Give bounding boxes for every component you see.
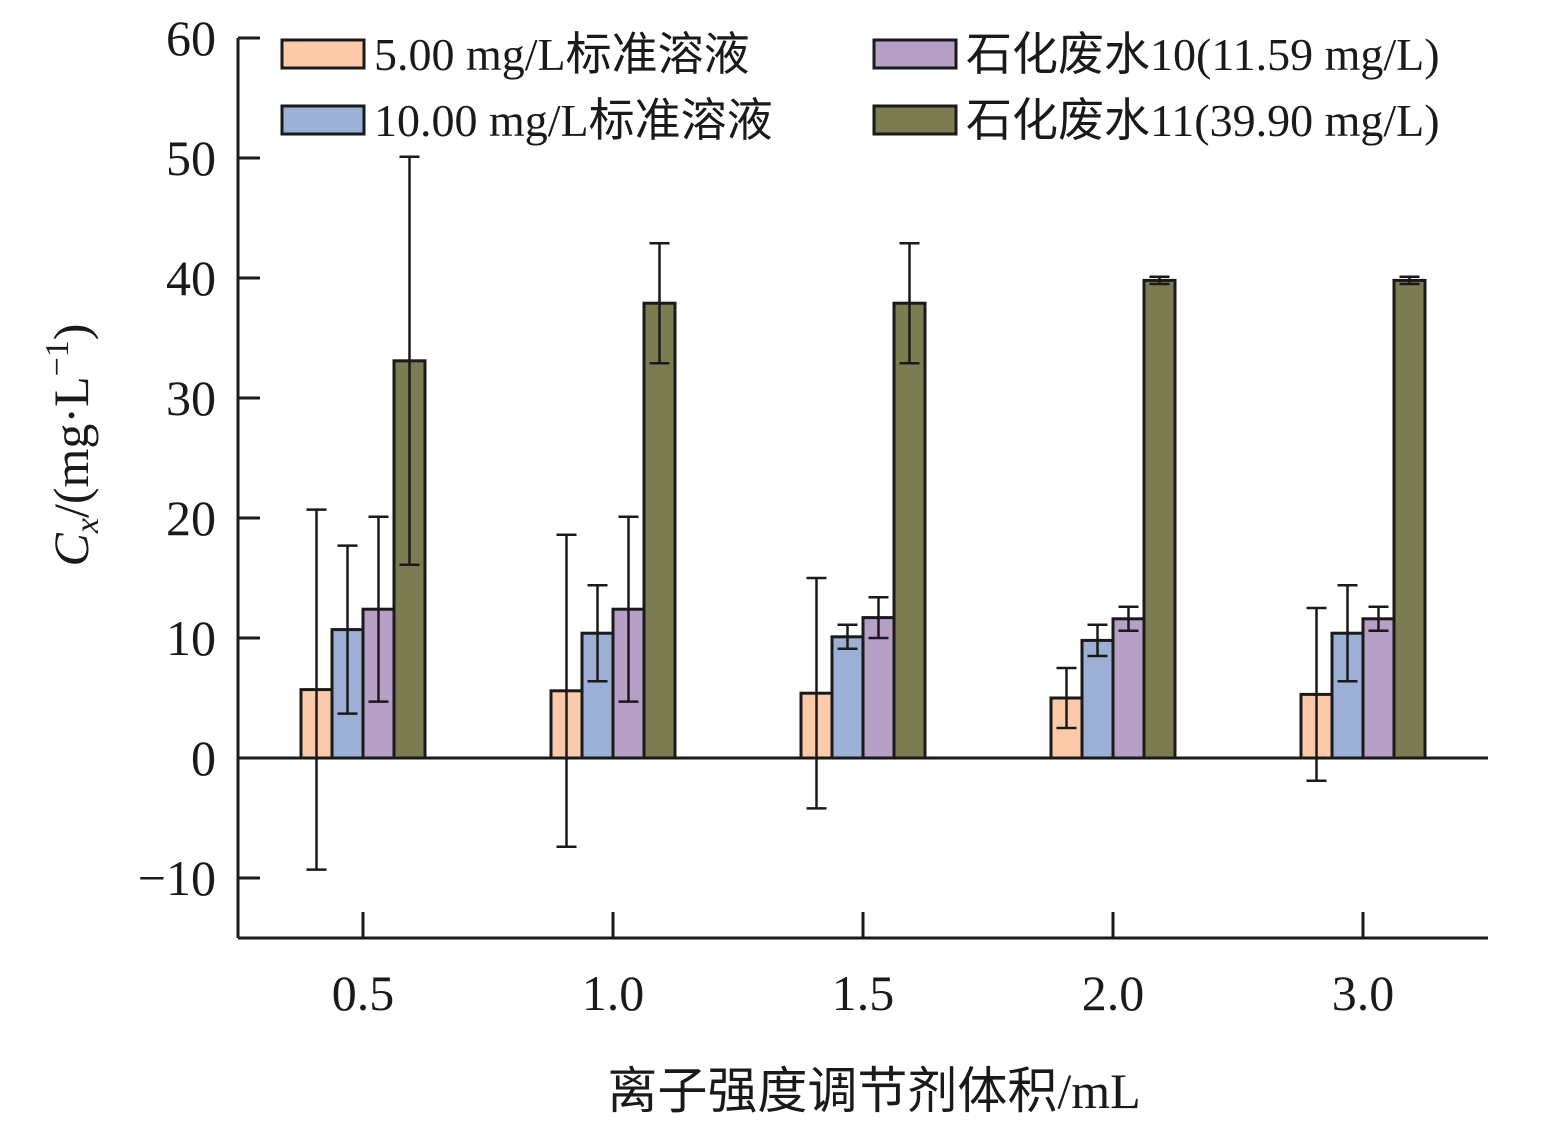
legend-label: 石化废水11(39.90 mg/L): [966, 95, 1440, 146]
y-tick-label: 60: [166, 10, 216, 66]
y-axis-title: Cx/(mg·L−1): [39, 324, 106, 567]
legend-label: 5.00 mg/L标准溶液: [374, 29, 750, 80]
x-tick-label: 0.5: [332, 965, 395, 1021]
legend-swatch: [872, 104, 958, 136]
legend-label: 石化废水10(11.59 mg/L): [966, 29, 1440, 80]
x-tick-label: 2.0: [1082, 965, 1145, 1021]
y-tick-label: 40: [166, 250, 216, 306]
x-tick-label: 1.5: [832, 965, 895, 1021]
y-axis-title-subscript: x: [69, 518, 106, 534]
y-tick-label: 30: [166, 370, 216, 426]
y-tick-label: 10: [166, 610, 216, 666]
legend-swatch: [280, 38, 366, 70]
y-axis-title-superscript: −1: [39, 340, 76, 376]
bar: [1111, 617, 1146, 760]
y-tick-label: 20: [166, 490, 216, 546]
bar: [892, 301, 927, 760]
y-tick-label: 50: [166, 130, 216, 186]
bar: [1392, 278, 1427, 760]
x-tick-label: 3.0: [1332, 965, 1395, 1021]
x-axis-title: 离子强度调节剂体积/mL: [607, 1063, 1140, 1119]
bar: [861, 616, 896, 760]
y-tick-label: −10: [138, 850, 216, 906]
bar: [1361, 617, 1396, 760]
bars: [299, 278, 1427, 760]
legend-swatch: [280, 104, 366, 136]
y-axis-title-main: C: [43, 532, 99, 566]
y-tick-label: 0: [191, 730, 216, 786]
axes: −10 0 10 20 30 40 50 60 0.5 1.0 1.5 2.0 3.0: [138, 10, 1488, 1021]
error-bars: [306, 155, 1420, 871]
legend-label: 10.00 mg/L标准溶液: [374, 95, 773, 146]
y-axis-title-close: ): [43, 324, 99, 341]
x-tick-label: 1.0: [582, 965, 645, 1021]
legend-swatch: [872, 38, 958, 70]
bar: [642, 301, 677, 760]
bar: [830, 635, 865, 760]
legend: 5.00 mg/L标准溶液 10.00 mg/L标准溶液 石化废水10(11.59 …: [280, 29, 1440, 146]
bar: [1080, 638, 1115, 760]
y-axis-title-unit: /(mg·L: [43, 376, 99, 518]
bar: [1142, 278, 1177, 760]
